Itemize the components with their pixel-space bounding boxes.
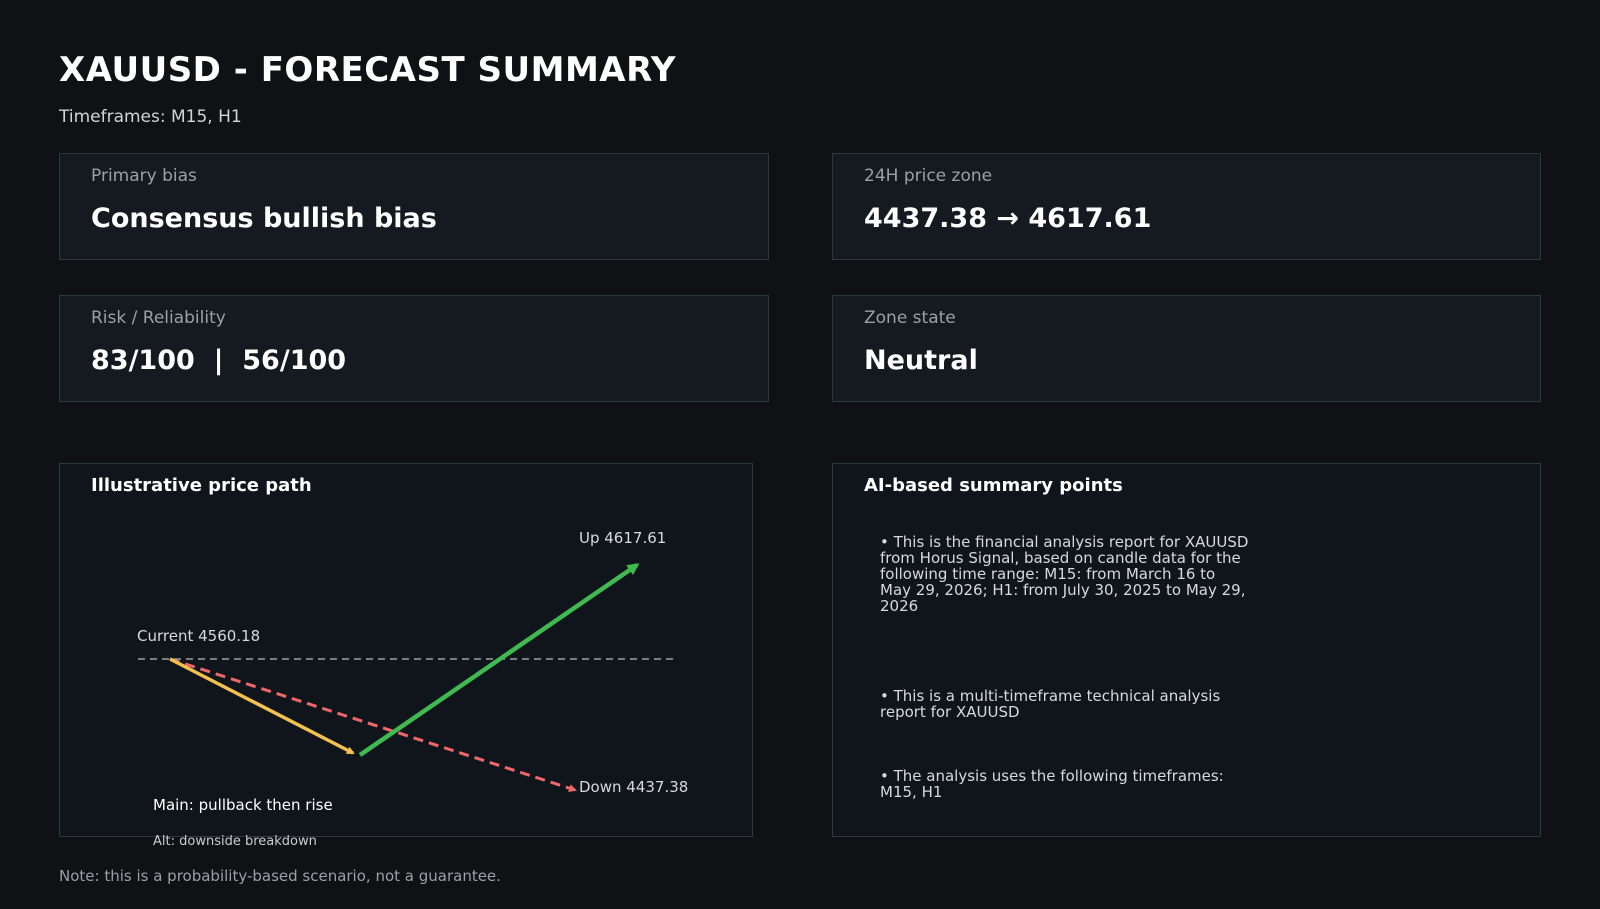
- summary-title: AI-based summary points: [864, 475, 1123, 496]
- price-zone-label: 24H price zone: [864, 166, 993, 186]
- primary-bias-card: Primary bias Consensus bullish bias: [59, 153, 769, 260]
- summary-point: • This is the financial analysis report …: [880, 533, 1249, 615]
- primary-bias-value: Consensus bullish bias: [91, 203, 437, 234]
- price-zone-card: 24H price zone 4437.38 → 4617.61: [832, 153, 1541, 260]
- summary-point: • This is a multi-timeframe technical an…: [880, 687, 1221, 721]
- price-zone-value: 4437.38 → 4617.61: [864, 203, 1152, 234]
- zone-state-value: Neutral: [864, 345, 978, 376]
- page-title: XAUUSD - FORECAST SUMMARY: [59, 50, 677, 90]
- zone-state-card: Zone state Neutral: [832, 295, 1541, 402]
- price-path-panel: Illustrative price path: [59, 463, 753, 837]
- risk-value: 83/100 | 56/100: [91, 345, 347, 376]
- timeframes-subtitle: Timeframes: M15, H1: [59, 107, 242, 127]
- zone-state-label: Zone state: [864, 308, 956, 328]
- primary-bias-label: Primary bias: [91, 166, 197, 186]
- risk-card: Risk / Reliability 83/100 | 56/100: [59, 295, 769, 402]
- risk-label: Risk / Reliability: [91, 308, 226, 328]
- disclaimer-note: Note: this is a probability-based scenar…: [59, 867, 501, 885]
- price-path-title: Illustrative price path: [91, 475, 312, 496]
- summary-point: • The analysis uses the following timefr…: [880, 767, 1224, 801]
- summary-panel: AI-based summary points • This is the fi…: [832, 463, 1541, 837]
